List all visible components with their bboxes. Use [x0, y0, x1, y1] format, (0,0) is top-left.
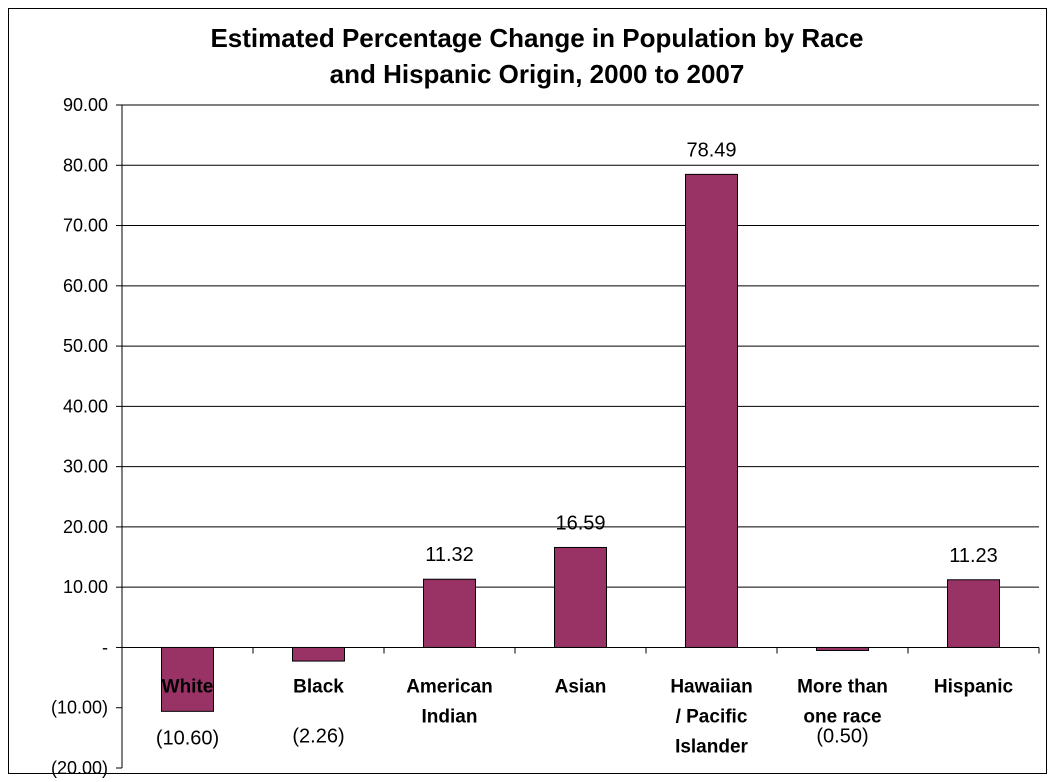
category-label: More than	[797, 676, 888, 697]
category-label: Indian	[422, 706, 478, 727]
y-tick-label: (20.00)	[51, 758, 108, 778]
data-label: (0.50)	[816, 725, 868, 747]
y-tick-label: 60.00	[63, 276, 108, 296]
data-label: 78.49	[686, 139, 736, 161]
labels: (10.60) White (2.26) Black 11.32 American Indi…	[156, 139, 1014, 757]
category-label: Hawaiian	[670, 676, 752, 697]
title-line-0: Estimated Percentage Change in Populatio…	[210, 23, 863, 53]
category-label: one race	[803, 706, 881, 727]
chart-title: Estimated Percentage Change in Populatio…	[210, 23, 863, 89]
y-tick-label: 80.00	[63, 155, 108, 175]
bar	[685, 173, 738, 648]
axes: 90.00 80.00 70.00 60.00 50.00 40.00 30.00 20.00…	[51, 95, 1040, 778]
y-tick-label: 20.00	[63, 517, 108, 537]
y-tick-label: -	[102, 637, 108, 657]
category-label: Asian	[555, 676, 607, 697]
data-label: (2.26)	[292, 725, 344, 747]
data-label: 16.59	[555, 512, 605, 534]
category-label: Black	[293, 676, 344, 697]
category-label: Hispanic	[934, 676, 1014, 697]
bar	[947, 579, 1000, 648]
bar	[816, 646, 869, 651]
y-tick-label: (10.00)	[51, 698, 108, 718]
bar	[292, 646, 345, 662]
category-label: / Pacific	[676, 706, 748, 727]
bar	[161, 646, 214, 712]
bars	[161, 173, 1000, 712]
chart-area	[8, 8, 1047, 774]
data-label: (10.60)	[156, 727, 219, 749]
y-tick-label: 40.00	[63, 396, 108, 416]
y-tick-label: 90.00	[63, 95, 108, 115]
y-tick-label: 10.00	[63, 577, 108, 597]
title-line-1: and Hispanic Origin, 2000 to 2007	[330, 59, 745, 89]
data-label: 11.32	[425, 544, 474, 566]
y-tick-label: 30.00	[63, 457, 108, 477]
category-label: American	[406, 676, 493, 697]
y-tick-label: 50.00	[63, 336, 108, 356]
category-label: Islander	[675, 736, 748, 757]
category-label: White	[162, 676, 214, 697]
data-label: 11.23	[949, 545, 998, 567]
bar	[554, 546, 607, 648]
bar	[423, 578, 476, 648]
y-tick-label: 70.00	[63, 216, 108, 236]
